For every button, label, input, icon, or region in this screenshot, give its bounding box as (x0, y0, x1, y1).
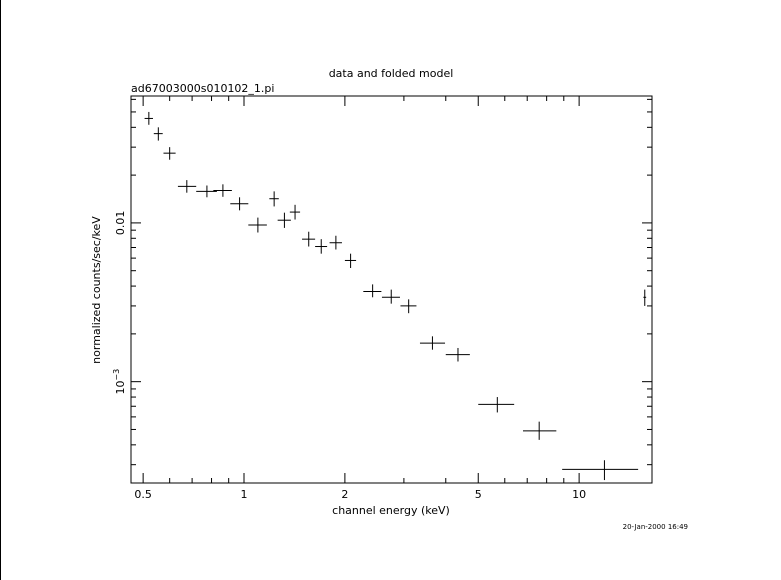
data-point (163, 147, 176, 160)
data-point (277, 212, 291, 228)
x-tick-label: 0.5 (134, 488, 152, 501)
data-point (153, 127, 163, 141)
x-tick-label: 2 (341, 488, 348, 501)
axis-ticks (131, 96, 652, 483)
data-point (419, 336, 446, 350)
data-point (289, 204, 301, 220)
data-point (478, 397, 515, 413)
y-tick-label: 0.01 (114, 211, 127, 236)
data-point (230, 197, 249, 211)
x-tick-label: 1 (241, 488, 248, 501)
data-point (213, 184, 232, 197)
y-tick-label: 10−3 (112, 369, 127, 395)
data-point (522, 421, 557, 440)
data-point (302, 231, 316, 247)
chart-title: data and folded model (329, 67, 454, 80)
data-point (315, 239, 328, 254)
x-axis-label: channel energy (keV) (332, 504, 450, 517)
data-point (144, 111, 153, 125)
chart-subtitle: ad67003000s010102_1.pi (131, 82, 274, 95)
data-point (562, 460, 639, 481)
plot-frame (130, 95, 653, 484)
x-tick-label: 5 (475, 488, 482, 501)
y-axis-label: normalized counts/sec/keV (90, 216, 103, 364)
data-point (177, 180, 197, 193)
data-point (329, 235, 342, 250)
data-point (363, 284, 382, 298)
data-point (248, 217, 267, 233)
data-point (400, 299, 417, 314)
data-point (196, 185, 217, 198)
timestamp: 20-Jan-2000 16:49 (623, 523, 688, 531)
data-point (381, 289, 400, 304)
data-point (344, 253, 357, 268)
window-left-edge (0, 0, 1, 580)
data-point (643, 289, 647, 306)
x-tick-labels: 0.5 1 2 5 10 (134, 488, 586, 501)
data-points (144, 111, 647, 481)
x-tick-label: 10 (572, 488, 586, 501)
data-point (445, 347, 470, 362)
y-tick-labels: 0.01 10−3 (112, 211, 127, 395)
data-point (269, 191, 279, 207)
